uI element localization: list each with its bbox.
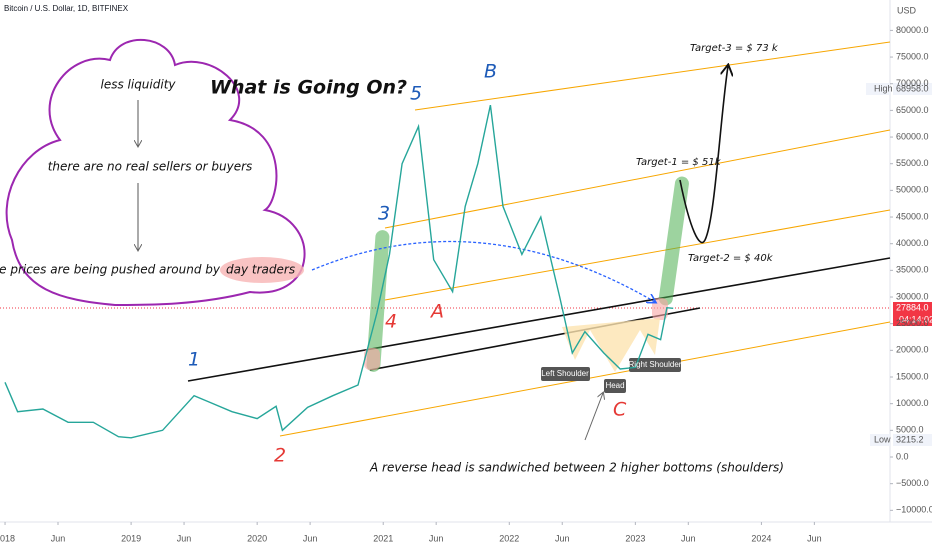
tag-bg bbox=[604, 379, 626, 393]
tag-bg bbox=[893, 434, 932, 446]
cloud bbox=[5, 38, 306, 307]
pattern-tag: Left Shoulder bbox=[541, 369, 589, 378]
y-tick-label: 20000.0 bbox=[896, 345, 929, 355]
y-tick-label: 60000.0 bbox=[896, 131, 929, 141]
trend-line bbox=[369, 307, 701, 371]
pattern-tag: Head bbox=[605, 381, 624, 390]
y-tick-label: 65000.0 bbox=[896, 105, 929, 115]
y-tick-label: 80000.0 bbox=[896, 25, 929, 35]
x-tick-label: 2019 bbox=[121, 533, 141, 543]
cloud-text: less liquidity bbox=[100, 78, 176, 92]
y-tick-label: −10000.0 bbox=[896, 505, 932, 515]
pattern-tag: Right Shoulder bbox=[629, 360, 682, 369]
tag-bg bbox=[893, 302, 932, 326]
wave-label: 3 bbox=[378, 203, 390, 225]
x-tick-label: 2020 bbox=[247, 533, 267, 543]
y-tick-label: 55000.0 bbox=[896, 158, 929, 168]
high-label: High bbox=[874, 83, 893, 93]
wave-label: 5 bbox=[410, 83, 422, 105]
x-tick-label: Jun bbox=[429, 533, 444, 543]
y-tick-label: 50000.0 bbox=[896, 185, 929, 195]
highlight bbox=[364, 348, 380, 370]
arc-arrow bbox=[311, 240, 655, 302]
target-label: Target-1 = $ 51k bbox=[636, 157, 722, 168]
tag-bg bbox=[629, 358, 681, 372]
wave-label: 4 bbox=[385, 311, 397, 333]
wave-label: 2 bbox=[274, 445, 286, 467]
chart-title: Bitcoin / U.S. Dollar, 1D, BITFINEX bbox=[4, 4, 129, 13]
y-tick-label: 0.0 bbox=[896, 451, 909, 461]
wave-label: A bbox=[429, 301, 444, 323]
y-tick-label: 40000.0 bbox=[896, 238, 929, 248]
x-tick-label: Jun bbox=[303, 533, 318, 543]
last-value: 27884.0 bbox=[896, 302, 929, 312]
countdown: 04:14:02 bbox=[899, 314, 932, 324]
y-tick-label: 30000.0 bbox=[896, 291, 929, 301]
y-tick-label: 75000.0 bbox=[896, 51, 929, 61]
y-tick-label: −5000.0 bbox=[896, 478, 929, 488]
arrow bbox=[584, 393, 603, 441]
y-tick-label: 35000.0 bbox=[896, 265, 929, 275]
tag-bg bbox=[893, 83, 932, 95]
drawings bbox=[0, 0, 932, 523]
x-tick-label: Jun bbox=[555, 533, 570, 543]
tag-bg bbox=[866, 83, 890, 95]
y-tick-label: 70000.0 bbox=[896, 78, 929, 88]
trend-line bbox=[187, 257, 891, 382]
wave-label: B bbox=[484, 61, 497, 83]
low-value: 3215.2 bbox=[896, 434, 924, 444]
high-value: 68958.0 bbox=[896, 83, 929, 93]
axis-unit: USD bbox=[897, 5, 917, 15]
highlight bbox=[652, 298, 668, 320]
wave-label: 1 bbox=[188, 349, 200, 371]
y-tick-label: 15000.0 bbox=[896, 371, 929, 381]
tag-bg bbox=[870, 434, 890, 446]
x-tick-label: Jun bbox=[807, 533, 822, 543]
tag-bg bbox=[541, 367, 590, 381]
pattern-shape bbox=[562, 318, 660, 372]
highlight bbox=[366, 230, 390, 372]
x-tick-label: 2018 bbox=[0, 533, 15, 543]
channel-line bbox=[414, 41, 891, 111]
x-tick-label: Jun bbox=[51, 533, 66, 543]
x-tick-label: Jun bbox=[681, 533, 696, 543]
cloud-text: there are no real sellers or buyers bbox=[48, 160, 253, 174]
x-tick-label: 2022 bbox=[499, 533, 519, 543]
cloud-text: day traders bbox=[226, 263, 295, 277]
wave-label: C bbox=[613, 399, 627, 421]
y-tick-label: 10000.0 bbox=[896, 398, 929, 408]
y-tick-label: 5000.0 bbox=[896, 425, 924, 435]
target-label: Target-3 = $ 73 k bbox=[690, 43, 779, 54]
channel-line bbox=[384, 129, 891, 229]
target-label: Target-2 = $ 40k bbox=[688, 253, 774, 264]
x-tick-label: 2024 bbox=[751, 533, 771, 543]
x-tick-label: Jun bbox=[177, 533, 192, 543]
y-tick-label: 25000.0 bbox=[896, 318, 929, 328]
caption: A reverse head is sandwiched between 2 h… bbox=[369, 461, 784, 475]
projection-arrow bbox=[679, 66, 728, 244]
x-tick-label: 2021 bbox=[373, 533, 393, 543]
cloud-text: the prices are being pushed around by bbox=[0, 263, 221, 277]
low-label: Low bbox=[874, 434, 891, 444]
price-line bbox=[4, 104, 674, 439]
highlight bbox=[220, 257, 304, 283]
x-tick-label: 2023 bbox=[625, 533, 645, 543]
y-tick-label: 45000.0 bbox=[896, 211, 929, 221]
heading: What is Going On? bbox=[210, 77, 407, 99]
channel-line bbox=[384, 209, 891, 301]
highlight bbox=[658, 176, 689, 306]
